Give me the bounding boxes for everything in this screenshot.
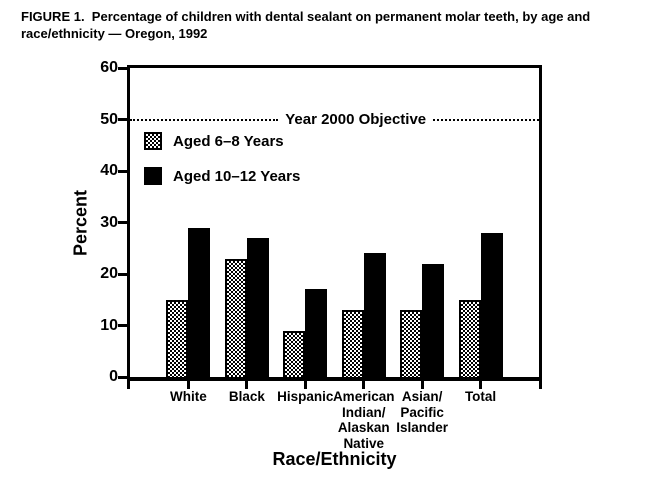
y-axis-tick-label: 0 — [109, 368, 118, 385]
y-axis-tick-label: 40 — [100, 162, 118, 179]
y-axis-tick — [118, 66, 127, 70]
bar-aged-6-8 — [458, 299, 481, 377]
x-axis-title: Race/Ethnicity — [272, 449, 397, 469]
y-axis-tick-label: 30 — [100, 213, 118, 231]
x-category-label: Total — [465, 389, 496, 405]
x-axis-tick — [303, 381, 307, 389]
x-axis-tick — [186, 381, 190, 389]
bar-aged-6-8 — [166, 299, 189, 377]
x-category-label: Hispanic — [277, 389, 333, 405]
x-category-label-line: Islander — [396, 420, 449, 435]
bar-aged-6-8 — [224, 258, 247, 377]
y-axis-tick — [118, 272, 127, 276]
x-category-label-line: Black — [228, 389, 265, 404]
x-category-label-line: American — [332, 389, 395, 404]
plot-area: Year 2000 Objective Aged 6–8 Years Aged … — [100, 59, 542, 389]
objective-line: Year 2000 Objective — [130, 109, 539, 131]
bar-aged-10-12 — [363, 253, 386, 377]
x-axis-tick — [245, 381, 249, 389]
x-category-label-line: Hispanic — [277, 389, 334, 404]
bar-group — [166, 68, 211, 377]
objective-line-label: Year 2000 Objective — [285, 111, 427, 128]
y-axis-tick-label: 60 — [100, 59, 118, 76]
bar-aged-10-12 — [480, 232, 503, 377]
bar-group — [224, 68, 269, 377]
x-category-label-line: Alaskan — [337, 420, 390, 435]
x-category-label-line: Indian/ — [341, 404, 386, 420]
x-category-label-line: Pacific — [400, 404, 444, 420]
bar-group — [341, 68, 386, 377]
bar-aged-6-8 — [400, 310, 423, 377]
y-axis-tick — [118, 118, 127, 121]
bar-aged-10-12 — [305, 289, 328, 377]
y-axis-tick — [118, 375, 127, 379]
legend-label-aged-6-8: Aged 6–8 Years — [173, 132, 284, 150]
x-axis-tick — [420, 381, 424, 389]
y-axis-tick-label: 20 — [100, 265, 118, 282]
legend-item-aged-6-8: Aged 6–8 Years — [144, 132, 300, 150]
x-category-label-line: Asian/ — [401, 389, 443, 404]
x-category-label-line: Native — [343, 435, 384, 451]
legend-swatch-aged-10-12 — [144, 167, 162, 185]
figure-title: FIGURE 1. Percentage of children with de… — [21, 8, 637, 42]
bar-aged-10-12 — [188, 227, 211, 377]
bar-aged-6-8 — [341, 310, 364, 377]
x-category-label: White — [170, 389, 207, 405]
bar-group — [458, 68, 503, 377]
x-category-label-line: White — [170, 389, 207, 404]
objective-line-right-segment — [433, 118, 539, 121]
x-axis-tick — [362, 381, 366, 389]
bar-aged-10-12 — [422, 263, 445, 377]
legend-swatch-aged-6-8 — [144, 132, 162, 150]
figure-title-line-1: FIGURE 1. Percentage of children with de… — [21, 9, 591, 24]
x-axis-corner-tick — [539, 381, 542, 389]
x-category-label: American Indian/Alaskan Native — [333, 389, 395, 451]
x-category-label: Black — [229, 389, 265, 405]
y-axis-tick — [118, 169, 127, 173]
legend-label-aged-10-12: Aged 10–12 Years — [173, 167, 301, 185]
y-axis-tick — [118, 221, 127, 224]
legend: Aged 6–8 Years Aged 10–12 Years — [144, 132, 300, 202]
x-axis-tick — [479, 381, 483, 389]
y-axis-tick — [118, 324, 127, 327]
figure-title-line-2: race/ethnicity — Oregon, 1992 — [21, 26, 208, 41]
bar-aged-10-12 — [246, 237, 269, 377]
bar-group — [283, 68, 328, 377]
bar-aged-6-8 — [283, 330, 306, 377]
x-category-label: Asian/Pacific Islander — [396, 389, 448, 436]
x-axis-labels: White Black Hispanic American Indian/Alaskan… — [130, 389, 539, 453]
bar-group — [400, 68, 445, 377]
legend-item-aged-10-12: Aged 10–12 Years — [144, 167, 300, 185]
x-axis-corner-tick — [127, 381, 130, 389]
y-axis-tick-label: 50 — [100, 110, 118, 128]
y-axis-tick-label: 10 — [100, 316, 118, 334]
x-category-label-line: Total — [464, 389, 497, 404]
objective-line-left-segment — [130, 118, 279, 121]
